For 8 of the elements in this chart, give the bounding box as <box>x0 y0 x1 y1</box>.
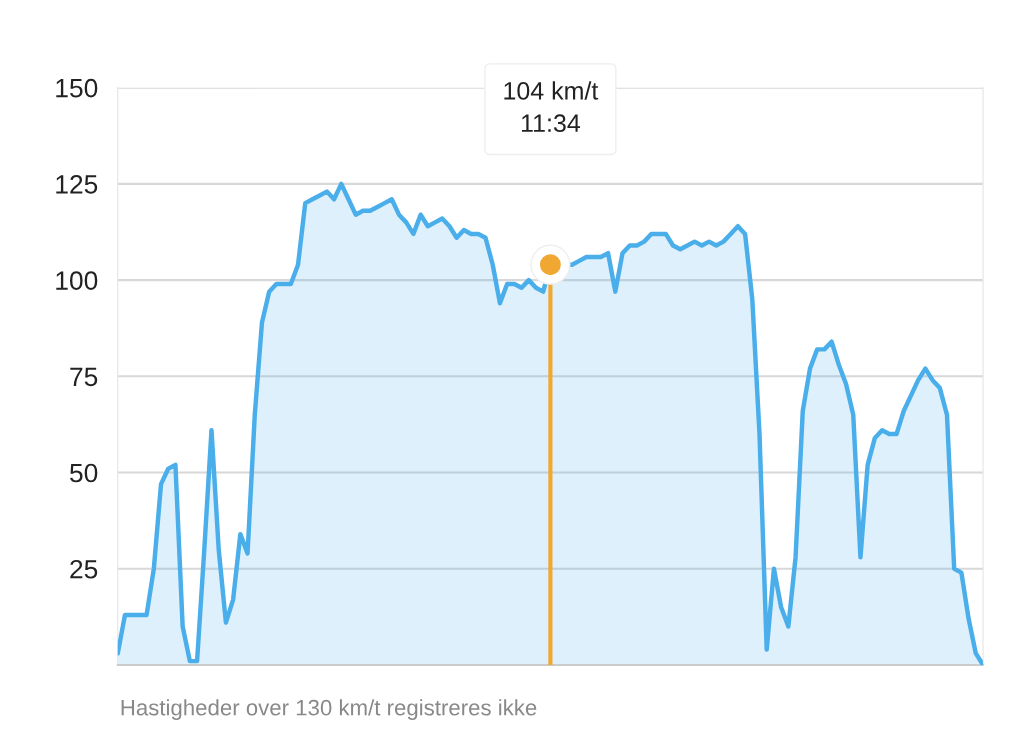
y-tick-label: 150 <box>56 78 98 98</box>
annotation: 104 km/t 11:34 <box>504 81 599 133</box>
y-tick-label: 50 <box>70 463 98 483</box>
y-tick-label: 125 <box>56 175 98 194</box>
text: Hastigheder over 130 km/t registreres ikke <box>121 699 537 720</box>
y-tick-label: 75 <box>70 367 98 387</box>
y-tick-label: 100 <box>56 271 98 290</box>
y-tick-label: 25 <box>70 559 98 579</box>
